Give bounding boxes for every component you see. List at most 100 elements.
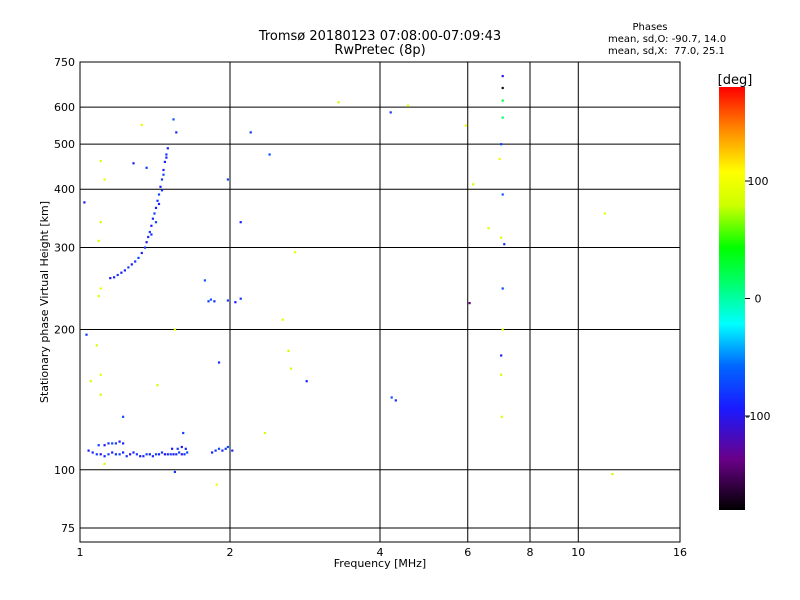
low-trace-point	[139, 455, 142, 458]
high-trace-point	[153, 212, 156, 215]
low-trace-point	[114, 442, 117, 445]
low-trace-point	[129, 453, 132, 456]
x-mode-point	[99, 221, 102, 224]
y-axis-ticks: 75 100 200 300 400 500 600 750	[54, 56, 75, 535]
high-trace-point	[162, 168, 165, 172]
x-mode-point	[406, 104, 410, 107]
mid-trace-point	[226, 445, 229, 449]
mid-trace-point	[211, 451, 214, 454]
x-mode-point	[289, 367, 293, 370]
x-tick-label: 10	[571, 546, 585, 559]
mid-trace-point	[224, 447, 227, 450]
low-trace-point	[125, 455, 128, 458]
o-mode-point	[132, 162, 135, 165]
data-points	[83, 75, 614, 486]
x-mode-point	[263, 431, 267, 435]
stats-line-o: mean, sd,O: -90.7, 14.0	[608, 34, 726, 45]
low-trace-point	[118, 453, 121, 456]
high-trace-point	[160, 178, 164, 181]
high-trace-point	[143, 246, 147, 249]
high-trace-point	[113, 276, 116, 279]
x-mode-point	[287, 349, 290, 352]
x-tick-label: 4	[377, 546, 384, 559]
o-mode-point	[203, 279, 206, 282]
colorbar-tick-label: 0	[755, 293, 762, 306]
high-trace-point	[165, 153, 168, 156]
x-mode-point	[603, 212, 606, 215]
x-mode-point	[501, 328, 504, 331]
x-mode-point	[89, 380, 92, 383]
stats-line-x: mean, sd,X: 77.0, 25.1	[608, 46, 725, 57]
low-trace-point	[99, 453, 102, 456]
high-trace-point	[145, 241, 148, 244]
plot-area	[79, 61, 681, 543]
top-point	[501, 99, 504, 102]
low-trace-point	[163, 453, 166, 456]
o-mode-point	[226, 178, 229, 181]
high-trace-point	[140, 251, 143, 255]
low-trace-point	[103, 455, 106, 458]
colorbar: [deg] -100 0 100	[718, 73, 770, 510]
mid-trace-point	[221, 449, 224, 452]
low-trace-point	[172, 453, 175, 456]
low-trace-point	[151, 455, 154, 458]
mid-trace-point	[226, 299, 229, 302]
low-trace-point	[111, 451, 114, 454]
x-mode-point	[293, 251, 297, 254]
x-axis-label: Frequency [MHz]	[334, 557, 426, 570]
colorbar-tick-label: 100	[748, 175, 769, 188]
o-mode-point	[394, 399, 397, 402]
high-trace-point	[134, 260, 137, 263]
x-mode-point	[464, 124, 468, 127]
mid-trace-point	[207, 300, 210, 303]
high-trace-point	[163, 160, 166, 163]
colorbar-ticks: -100 0 100	[745, 175, 770, 423]
high-trace-point	[151, 217, 154, 220]
x-mode-point	[103, 462, 106, 465]
x-mode-point	[173, 328, 176, 331]
high-trace-point	[109, 277, 112, 280]
top-point	[501, 86, 504, 90]
low-trace-point	[97, 444, 100, 447]
high-trace-point	[165, 156, 168, 159]
low-trace-point	[175, 453, 178, 456]
y-tick-label: 100	[54, 464, 75, 477]
low-trace-point	[154, 453, 158, 456]
high-trace-point	[156, 199, 159, 202]
o-mode-point	[503, 243, 506, 246]
high-trace-point	[154, 221, 158, 224]
top-point	[501, 116, 504, 119]
y-tick-label: 200	[54, 324, 75, 337]
x-mode-point	[97, 239, 100, 242]
x-mode-point	[95, 344, 98, 347]
o-mode-point	[500, 143, 503, 146]
low-trace-point	[107, 453, 110, 456]
top-point	[501, 75, 504, 78]
x-mode-point	[99, 159, 102, 163]
x-mode-point	[99, 287, 102, 290]
x-mode-point	[487, 227, 490, 230]
y-axis-label: Stationary phase Virtual Height [km]	[38, 201, 51, 403]
low-trace-point	[171, 447, 174, 450]
high-trace-point	[154, 206, 158, 209]
low-trace-point	[87, 449, 90, 452]
high-trace-point	[159, 185, 162, 188]
low-trace-point	[91, 451, 94, 454]
high-trace-point	[147, 235, 150, 239]
low-trace-point	[122, 451, 125, 454]
x-mode-point	[337, 101, 340, 104]
x-tick-label: 1	[77, 546, 84, 559]
mid-trace-point	[214, 449, 217, 452]
o-mode-point	[239, 221, 242, 224]
x-mode-point	[500, 415, 503, 418]
high-trace-point	[150, 224, 153, 227]
high-trace-point	[157, 202, 161, 206]
x-mode-point	[500, 236, 503, 239]
x-tick-label: 16	[673, 546, 687, 559]
o-mode-point	[182, 431, 185, 435]
o-mode-point	[501, 193, 504, 196]
low-trace-point	[157, 453, 161, 456]
x-mode-point	[611, 472, 614, 476]
stats-heading: Phases	[632, 22, 667, 33]
x-mode-point	[498, 157, 501, 160]
